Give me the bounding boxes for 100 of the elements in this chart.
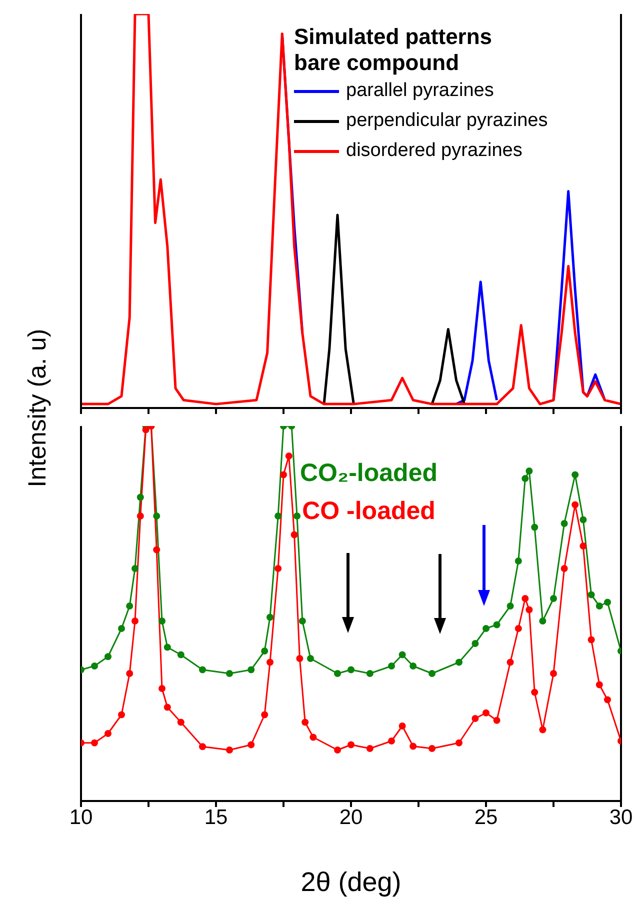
point [164, 704, 171, 711]
point [285, 452, 292, 460]
point [580, 542, 587, 550]
legend-label: parallel pyrazines [346, 79, 494, 103]
point [456, 739, 462, 746]
point [506, 658, 514, 666]
point [164, 644, 171, 651]
point [261, 711, 268, 718]
point [153, 512, 160, 520]
series-label: CO₂-loaded [300, 458, 438, 489]
point [91, 739, 98, 746]
point [118, 711, 125, 718]
point [596, 602, 603, 610]
point [142, 426, 150, 434]
point [388, 738, 395, 744]
point [531, 688, 538, 696]
point [522, 475, 529, 482]
point [526, 468, 533, 474]
point [226, 746, 233, 754]
point [560, 565, 568, 572]
point [266, 658, 274, 666]
point [177, 718, 184, 726]
point [514, 625, 522, 632]
point [572, 471, 579, 478]
point [550, 595, 557, 602]
point [410, 662, 417, 670]
point [136, 494, 144, 501]
point [274, 512, 282, 520]
point [334, 746, 341, 754]
point [472, 715, 479, 722]
point [91, 662, 98, 670]
point [366, 670, 374, 677]
point [261, 648, 268, 654]
point [158, 618, 166, 624]
point [526, 606, 533, 614]
point [560, 520, 568, 527]
point [428, 670, 436, 677]
point [307, 655, 314, 662]
point [588, 636, 595, 644]
point [294, 512, 300, 520]
point [274, 565, 282, 572]
point [280, 471, 287, 478]
point [266, 614, 274, 621]
x-tick-label: 20 [339, 806, 363, 829]
point [136, 512, 144, 520]
legend-label: perpendicular pyrazines [346, 109, 548, 133]
point [132, 565, 138, 572]
legend-label: disordered pyrazines [346, 139, 522, 163]
point [604, 696, 611, 704]
point [493, 621, 500, 628]
point [248, 741, 255, 748]
y-axis-title: Intensity (a. u) [24, 328, 52, 488]
point [177, 651, 184, 658]
point [334, 670, 341, 677]
point [104, 730, 112, 737]
point [472, 640, 479, 647]
point [388, 662, 395, 670]
point [410, 742, 417, 750]
x-tick-label: 10 [69, 806, 93, 829]
point [298, 618, 306, 624]
point [310, 734, 317, 741]
point [296, 655, 304, 662]
point [226, 670, 233, 677]
point [199, 743, 206, 750]
point [596, 681, 603, 688]
point [482, 709, 490, 716]
point [493, 716, 500, 724]
point [348, 741, 354, 748]
point [514, 558, 522, 564]
point [522, 595, 529, 602]
point [132, 618, 138, 624]
point [302, 718, 309, 726]
x-tick-label: 30 [609, 806, 633, 829]
point [398, 651, 406, 658]
point [348, 666, 354, 674]
point [604, 598, 611, 606]
point [118, 625, 125, 632]
legend-title: Simulated patterns bare compound [294, 24, 494, 76]
point [158, 685, 166, 692]
point [290, 531, 298, 538]
point [539, 726, 546, 734]
point [588, 591, 595, 598]
point [539, 618, 546, 624]
point [153, 546, 160, 554]
point [126, 602, 134, 610]
series-label: CO -loaded [301, 496, 436, 527]
point [366, 745, 374, 752]
point [199, 666, 206, 674]
point [428, 745, 436, 752]
point [126, 670, 134, 677]
point [104, 653, 112, 660]
x-tick-label: 15 [204, 806, 228, 829]
point [531, 524, 538, 531]
x-tick-label: 25 [474, 806, 498, 829]
point [572, 501, 579, 508]
point [248, 666, 255, 674]
point [398, 722, 406, 730]
point [550, 670, 557, 677]
point [506, 602, 514, 610]
x-axis-title: 2θ (deg) [300, 867, 402, 897]
